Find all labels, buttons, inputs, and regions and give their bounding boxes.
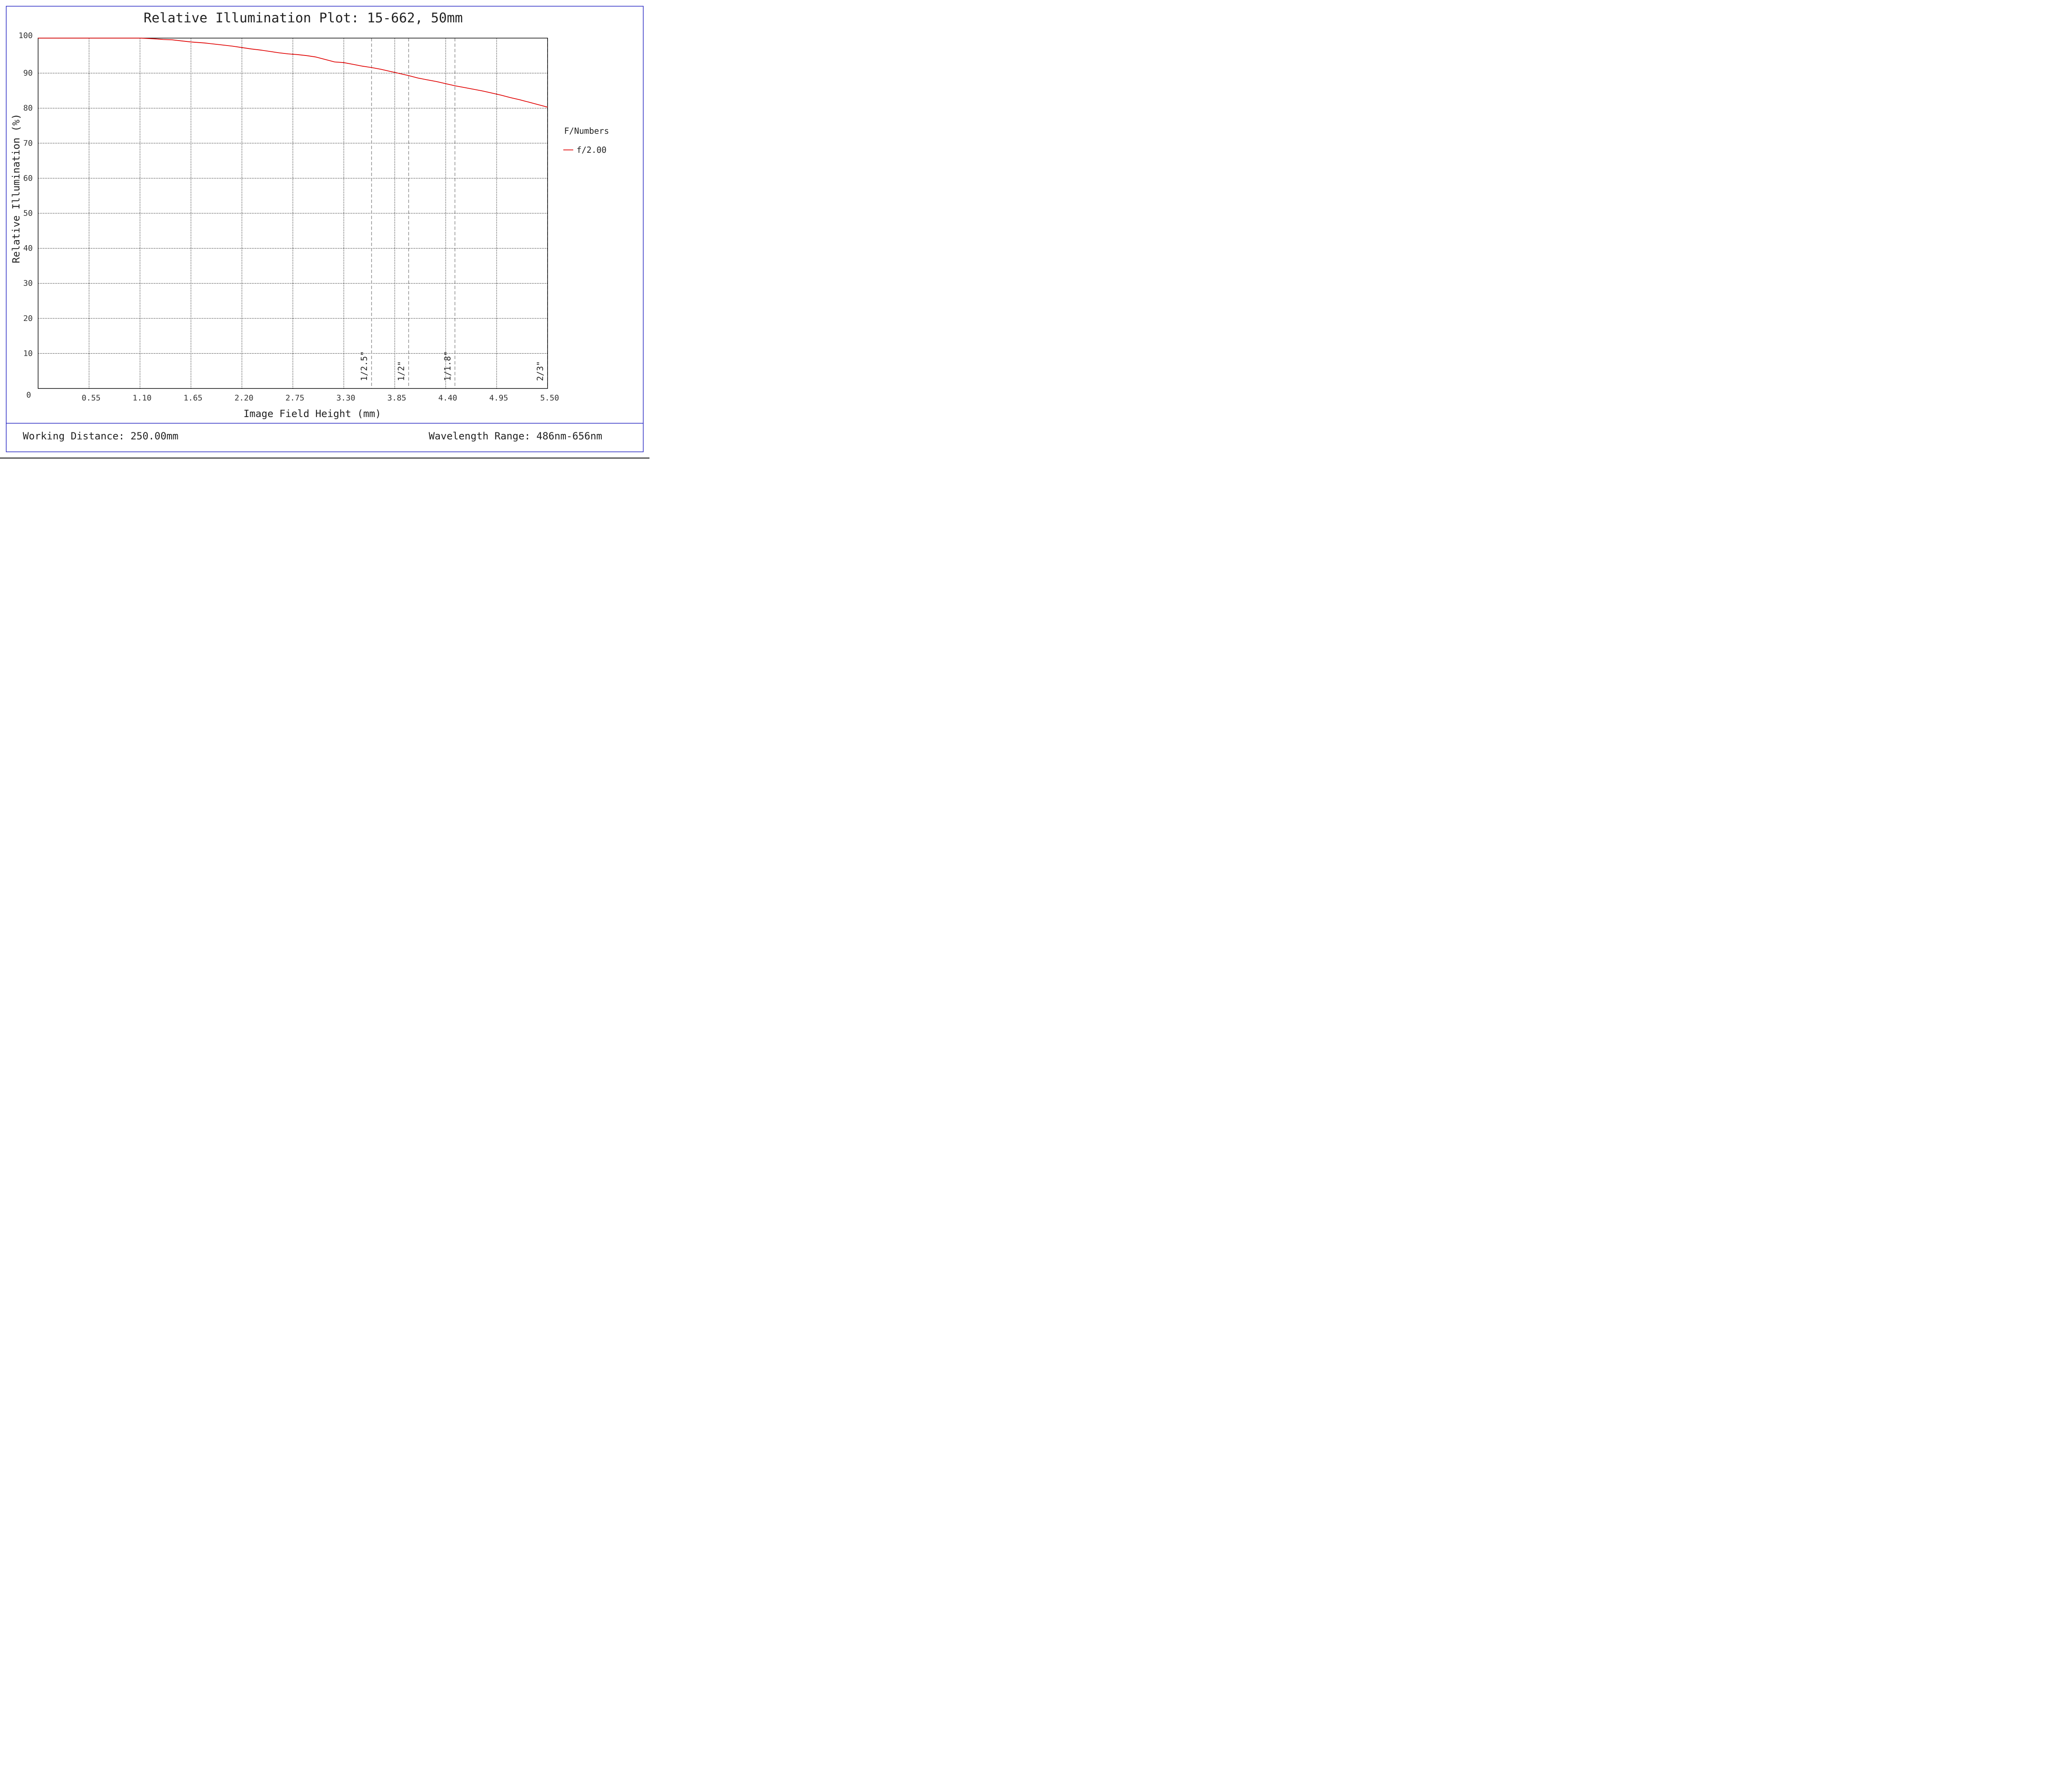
working-distance-text: Working Distance: 250.00mm bbox=[23, 430, 179, 442]
y-tick-label: 30 bbox=[23, 279, 33, 288]
legend-title: F/Numbers bbox=[564, 126, 609, 136]
x-tick-labels: 0.55 1.10 1.65 2.20 2.75 3.30 3.85 4.40 4.95 5.50 bbox=[82, 393, 559, 403]
sensor-marker-label: 1/2.5" bbox=[359, 351, 369, 381]
x-tick-label: 5.50 bbox=[540, 393, 559, 403]
y-tick-labels: 0 10 20 30 40 50 60 70 80 90 100 bbox=[19, 31, 33, 400]
series-line-0 bbox=[38, 38, 548, 108]
y-tick-label: 40 bbox=[23, 244, 33, 253]
y-tick-label: 20 bbox=[23, 314, 33, 323]
sensor-marker-label: 1/1.8" bbox=[442, 351, 452, 381]
x-tick-label: 1.10 bbox=[133, 393, 152, 403]
grid-lines bbox=[38, 38, 548, 388]
y-tick-label: 10 bbox=[23, 349, 33, 358]
x-tick-label: 1.65 bbox=[183, 393, 203, 403]
y-tick-label: 0 bbox=[27, 391, 31, 400]
sensor-marker-label: 2/3" bbox=[535, 361, 545, 381]
x-tick-label: 0.55 bbox=[82, 393, 101, 403]
y-tick-label: 90 bbox=[23, 69, 33, 78]
y-axis-label: Relative Illumination (%) bbox=[10, 113, 22, 263]
x-tick-label: 4.40 bbox=[438, 393, 457, 403]
y-tick-label: 60 bbox=[23, 174, 33, 183]
outer-frame bbox=[6, 6, 644, 452]
x-tick-label: 4.95 bbox=[489, 393, 508, 403]
plot-area-border bbox=[38, 38, 548, 389]
legend-entry: f/2.00 bbox=[577, 145, 606, 155]
x-axis-label: Image Field Height (mm) bbox=[244, 408, 381, 420]
x-tick-label: 2.75 bbox=[285, 393, 304, 403]
x-tick-label: 2.20 bbox=[234, 393, 253, 403]
y-tick-label: 70 bbox=[23, 139, 33, 148]
legend: f/2.00 bbox=[563, 145, 606, 155]
y-tick-label: 80 bbox=[23, 104, 33, 113]
relative-illumination-chart: Relative Illumination Plot: 15-662, 50mm… bbox=[0, 6, 649, 458]
y-tick-label: 50 bbox=[23, 209, 33, 218]
sensor-marker-label: 1/2" bbox=[396, 361, 406, 381]
x-tick-label: 3.85 bbox=[387, 393, 406, 403]
chart-title: Relative Illumination Plot: 15-662, 50mm bbox=[144, 10, 463, 26]
wavelength-range-text: Wavelength Range: 486nm-656nm bbox=[429, 430, 602, 442]
x-tick-label: 3.30 bbox=[336, 393, 355, 403]
y-tick-label: 100 bbox=[19, 31, 33, 40]
series-lines bbox=[38, 38, 548, 108]
